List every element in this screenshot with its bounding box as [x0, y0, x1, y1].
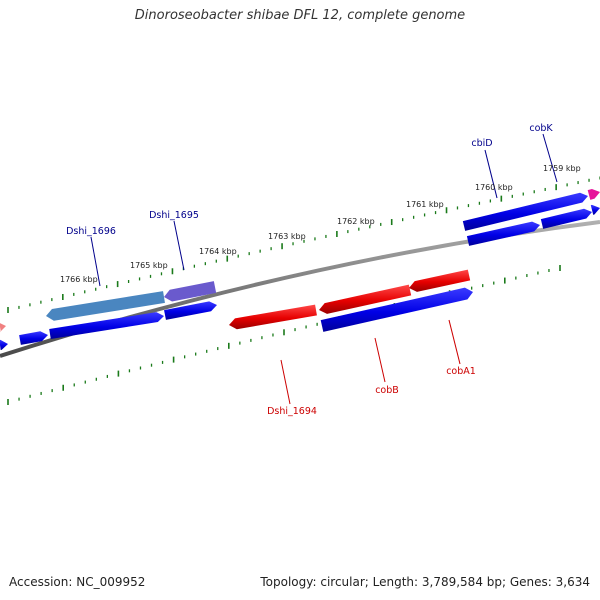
map-title: Dinoroseobacter shibae DFL 12, complete …	[134, 8, 466, 23]
gene-cbiD	[462, 192, 588, 231]
gene-cobA1	[409, 269, 471, 292]
callout-line-Dshi_1695	[173, 220, 185, 271]
gene-callouts: Dshi_1696 Dshi_1695 cbiD cobK Dshi_1694 cobB c…	[66, 123, 558, 417]
scale-labels: 1766 kbp 1765 kbp 1764 kbp 1763 kbp 1762 kbp…	[60, 164, 581, 284]
gene-label-Dshi_1696: Dshi_1696	[66, 226, 116, 237]
gene-label-Dshi_1694: Dshi_1694	[267, 406, 317, 417]
gene-Dshi_1694	[229, 304, 317, 330]
gene-Dshi_1695-highlight	[164, 281, 217, 302]
gene-pink-edge	[0, 323, 6, 333]
gene-edge-left	[0, 339, 8, 350]
scale-label-1764-kbp: 1764 kbp	[199, 247, 237, 256]
callout-line-Dshi_1696	[90, 236, 101, 287]
gene-features	[0, 189, 600, 350]
scale-label-1762-kbp: 1762 kbp	[337, 217, 375, 226]
callout-line-cobB	[374, 337, 386, 383]
gene-forward-4	[466, 221, 540, 246]
scale-label-1765-kbp: 1765 kbp	[130, 261, 168, 270]
gene-cobB	[319, 284, 412, 314]
scale-label-1766-kbp: 1766 kbp	[60, 275, 98, 284]
scale-label-1763-kbp: 1763 kbp	[268, 232, 306, 241]
callout-line-cbiD	[484, 149, 498, 199]
gene-label-cobB: cobB	[375, 385, 399, 396]
scale-ticks	[7, 176, 600, 405]
scale-label-1761-kbp: 1761 kbp	[406, 200, 444, 209]
topology-summary: Topology: circular; Length: 3,789,584 bp…	[260, 575, 590, 589]
gene-cobK	[540, 208, 592, 229]
gene-label-cobK: cobK	[529, 123, 553, 134]
gene-edge-right	[590, 204, 600, 215]
gene-label-cbiD: cbiD	[471, 138, 492, 149]
gene-forward-1	[19, 331, 48, 345]
accession-text: Accession: NC_009952	[9, 575, 146, 589]
callout-line-Dshi_1694	[280, 359, 291, 405]
gene-label-Dshi_1695: Dshi_1695	[149, 210, 199, 221]
gene-forward-5	[320, 287, 473, 332]
callout-line-cobA1	[448, 319, 461, 365]
gene-forward-2	[49, 312, 165, 339]
genome-backbone	[0, 220, 600, 358]
gene-Dshi_1696-highlight	[46, 291, 165, 321]
scale-label-1759-kbp: 1759 kbp	[543, 164, 581, 173]
scale-label-1760-kbp: 1760 kbp	[475, 183, 513, 192]
gene-label-cobA1: cobA1	[446, 366, 476, 377]
callout-line-cobK	[542, 133, 558, 183]
gene-forward-3	[164, 301, 217, 320]
gene-magenta-edge	[587, 189, 600, 200]
